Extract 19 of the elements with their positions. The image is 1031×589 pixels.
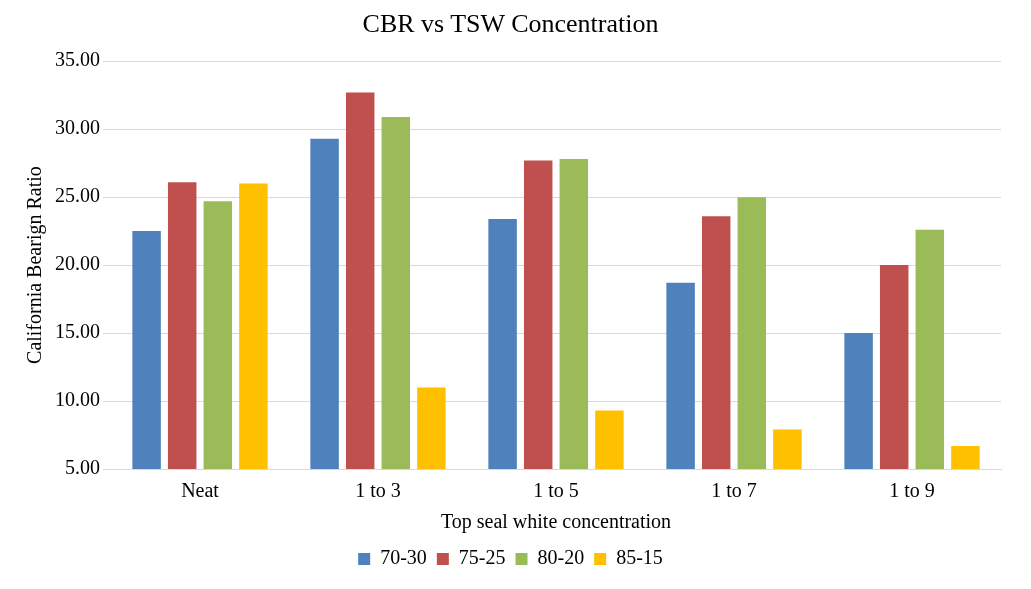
legend-label: 70-30 (380, 546, 427, 569)
y-tick-label: 35.00 (55, 48, 100, 71)
y-tick-label: 10.00 (55, 388, 100, 411)
y-tick-label: 20.00 (55, 252, 100, 275)
legend-label: 85-15 (616, 546, 663, 569)
chart-title: CBR vs TSW Concentration (362, 9, 659, 39)
legend-label: 75-25 (458, 546, 506, 569)
y-tick-label: 15.00 (55, 320, 100, 343)
y-tick-label: 30.00 (55, 116, 100, 139)
y-tick-label: 5.00 (65, 456, 100, 479)
x-tick-label: Neat (181, 479, 220, 502)
legend-label: 80-20 (537, 546, 585, 569)
y-axis-title: California Bearign Ratio (23, 166, 47, 364)
x-tick-label: 1 to 5 (533, 479, 579, 502)
x-tick-label: 1 to 3 (355, 479, 401, 502)
x-tick-label: 1 to 7 (711, 479, 757, 502)
x-axis-title: Top seal white concentration (440, 510, 672, 534)
x-tick-label: 1 to 9 (889, 479, 935, 502)
y-tick-label: 25.00 (55, 184, 100, 207)
